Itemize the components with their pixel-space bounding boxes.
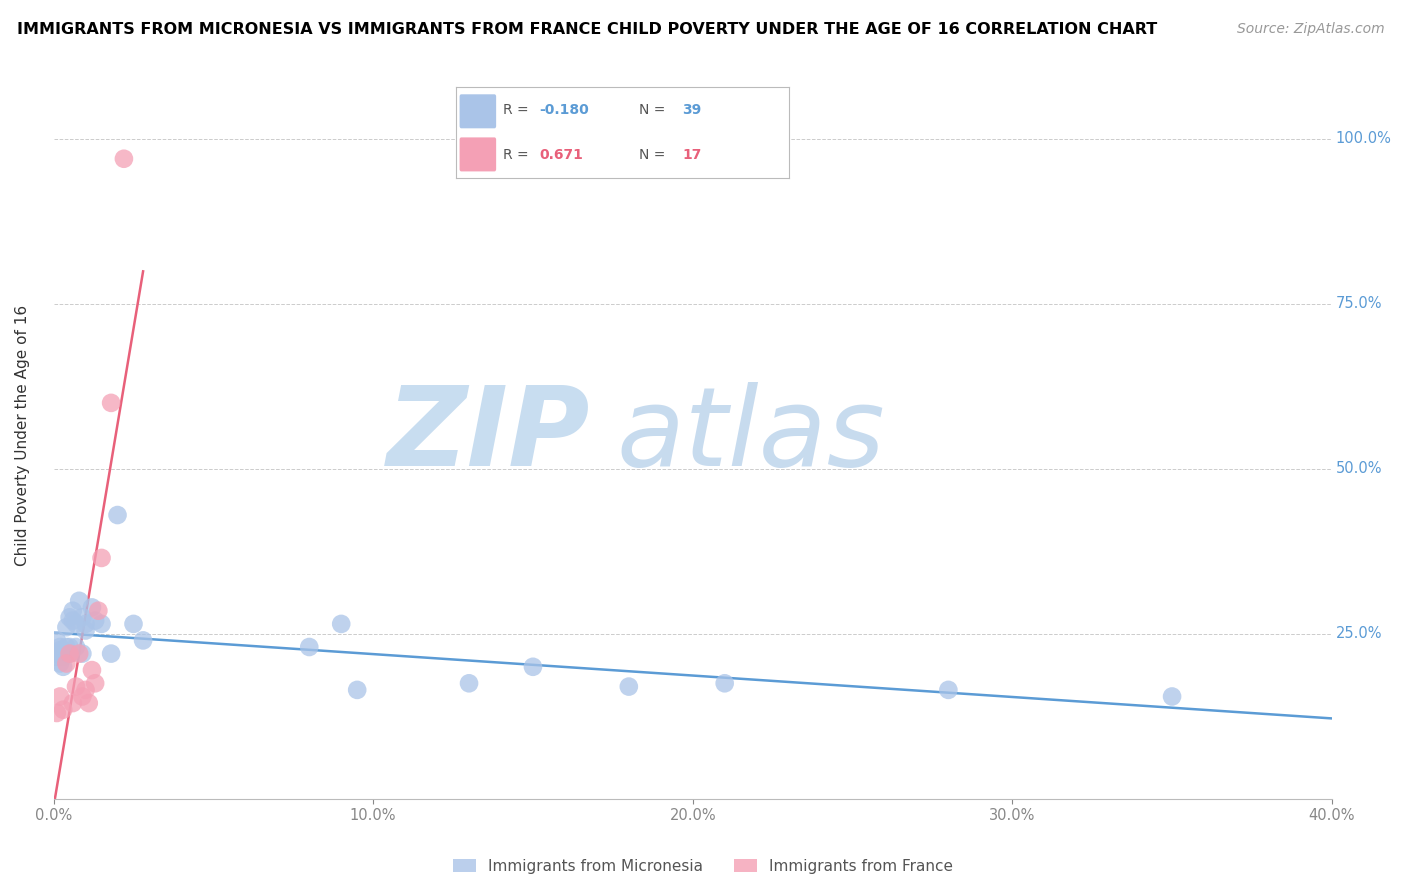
Point (52, 703, 75, 717)
Point (75, 682, 97, 697)
Point (49, 643, 72, 657)
Text: IMMIGRANTS FROM MICRONESIA VS IMMIGRANTS FROM FRANCE CHILD POVERTY UNDER THE AGE: IMMIGRANTS FROM MICRONESIA VS IMMIGRANTS… (17, 22, 1157, 37)
Point (49, 640, 72, 654)
Text: atlas: atlas (616, 383, 884, 490)
Point (49, 657, 72, 671)
Point (458, 676, 481, 690)
Point (62, 604, 84, 618)
Point (80, 663, 103, 677)
Point (52, 647, 75, 661)
Point (58, 647, 80, 661)
Point (62, 696, 84, 710)
Point (65, 640, 87, 654)
Point (55, 640, 77, 654)
Point (107, 508, 129, 522)
Point (45, 649, 67, 664)
Text: 25.0%: 25.0% (1336, 626, 1382, 641)
Point (330, 616, 353, 631)
Point (100, 396, 122, 410)
Text: 50.0%: 50.0% (1336, 461, 1382, 476)
Point (112, 152, 135, 166)
Point (75, 624, 97, 638)
Point (52, 660, 75, 674)
Point (45, 633, 67, 648)
Text: 100.0%: 100.0% (1336, 131, 1392, 146)
Point (55, 657, 77, 671)
Point (132, 633, 155, 648)
Point (84, 676, 107, 690)
Point (52, 649, 75, 664)
Text: 75.0%: 75.0% (1336, 296, 1382, 311)
Point (100, 647, 122, 661)
Point (45, 706, 67, 720)
Point (58, 610, 80, 624)
Point (58, 647, 80, 661)
Point (617, 680, 640, 694)
Point (55, 620, 77, 634)
Point (65, 680, 87, 694)
Legend: Immigrants from Micronesia, Immigrants from France: Immigrants from Micronesia, Immigrants f… (447, 853, 959, 880)
Text: ZIP: ZIP (387, 383, 591, 490)
Point (90, 550, 112, 565)
Point (62, 614, 84, 628)
Point (75, 616, 97, 631)
Point (65, 616, 87, 631)
Point (67, 594, 90, 608)
Point (1161, 690, 1184, 704)
Point (58, 640, 80, 654)
Point (77, 696, 100, 710)
Point (298, 640, 321, 654)
Point (80, 600, 103, 615)
Point (713, 676, 735, 690)
Point (72, 690, 94, 704)
Point (122, 616, 145, 631)
Y-axis label: Child Poverty Under the Age of 16: Child Poverty Under the Age of 16 (15, 305, 30, 566)
Point (938, 682, 960, 697)
Point (346, 682, 368, 697)
Text: Source: ZipAtlas.com: Source: ZipAtlas.com (1237, 22, 1385, 37)
Point (49, 690, 72, 704)
Point (72, 647, 94, 661)
Point (522, 660, 544, 674)
Point (44, 647, 66, 661)
Point (84, 614, 107, 628)
Point (67, 647, 90, 661)
Point (72, 610, 94, 624)
Point (90, 616, 112, 631)
Point (87, 604, 110, 618)
